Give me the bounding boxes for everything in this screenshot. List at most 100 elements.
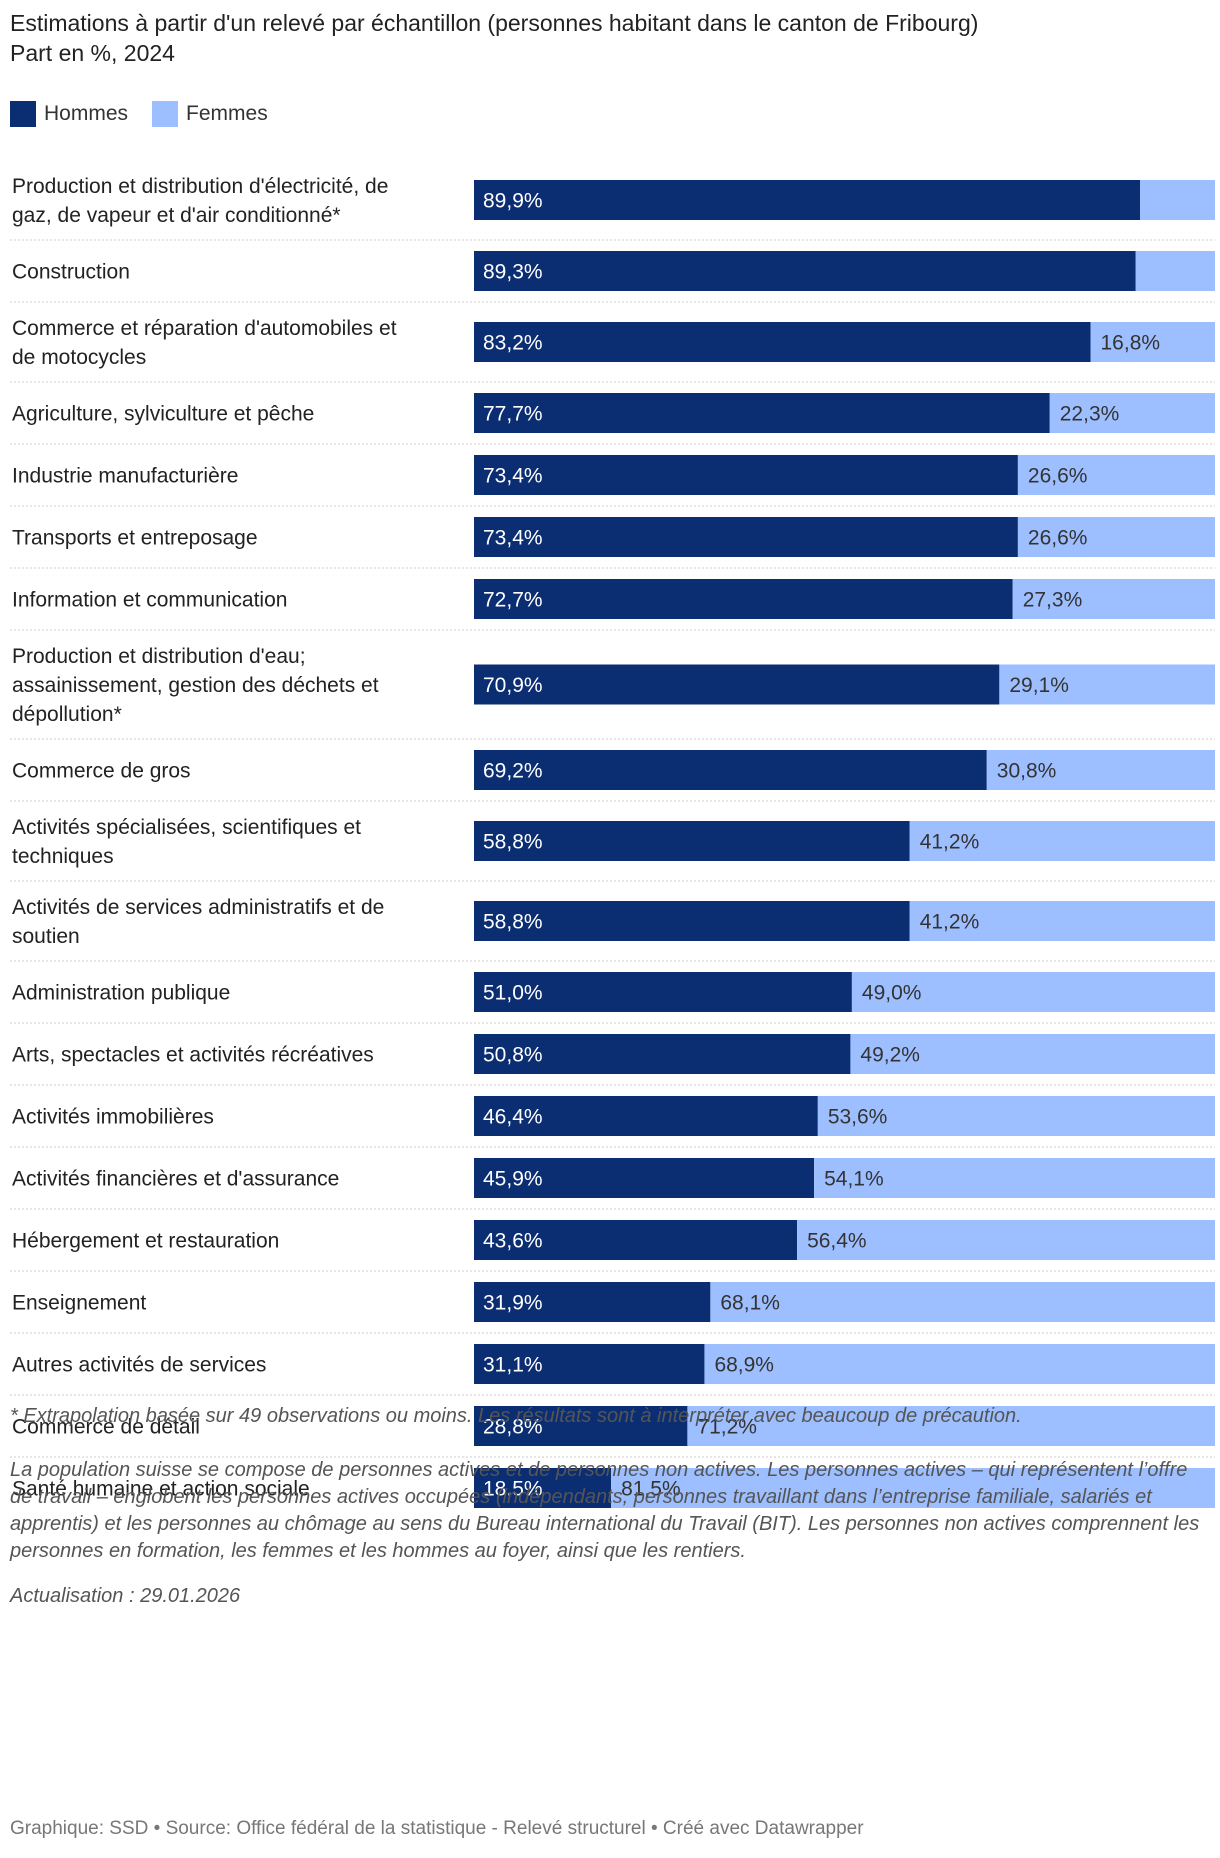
value-label-femmes: 53,6% <box>828 1106 888 1129</box>
value-label-hommes: 70,9% <box>483 674 543 697</box>
value-label-femmes: 54,1% <box>824 1168 884 1191</box>
value-label-femmes: 49,2% <box>860 1044 920 1067</box>
title-line-2: Part en %, 2024 <box>10 40 175 66</box>
bar-hommes <box>474 455 1018 495</box>
bar-hommes <box>474 180 1141 220</box>
stacked-bar-chart: Production et distribution d'électricité… <box>10 175 1215 1508</box>
category-label-line: soutien <box>12 925 80 948</box>
bar-femmes <box>1017 455 1215 495</box>
category-label: Production et distribution d'eau; assaini… <box>12 645 379 726</box>
bar-hommes <box>474 1468 612 1508</box>
value-label-hommes: 77,7% <box>483 403 543 426</box>
category-label-line: Construction <box>12 260 130 283</box>
category-label-line: Commerce de détail <box>12 1415 200 1438</box>
bar-hommes <box>474 393 1050 433</box>
value-label-femmes: 71,2% <box>697 1416 757 1439</box>
bar-hommes <box>474 750 987 790</box>
category-label-line: techniques <box>12 845 114 868</box>
bar-femmes <box>850 1034 1215 1074</box>
category-label: Construction <box>12 260 130 283</box>
bar-femmes <box>797 1220 1215 1260</box>
category-label: Hébergement et restauration <box>12 1229 279 1252</box>
value-label-hommes: 83,2% <box>483 332 543 355</box>
bar-hommes <box>474 251 1136 291</box>
bar-femmes <box>1012 579 1215 619</box>
value-label-femmes: 29,1% <box>1009 674 1069 697</box>
bar-femmes <box>1135 251 1215 291</box>
value-label-hommes: 46,4% <box>483 1106 543 1129</box>
update-date: Actualisation : 29.01.2026 <box>10 1585 241 1607</box>
category-label: Administration publique <box>12 981 230 1004</box>
category-label-line: dépollution* <box>12 703 122 726</box>
category-label: Agriculture, sylviculture et pêche <box>12 402 314 425</box>
value-label-femmes: 26,6% <box>1028 465 1088 488</box>
value-label-hommes: 69,2% <box>483 760 543 783</box>
category-label-line: Hébergement et restauration <box>12 1229 279 1252</box>
value-label-hommes: 31,9% <box>483 1292 543 1315</box>
category-label-line: Activités de services administratifs et … <box>12 896 384 919</box>
category-label-line: Activités financières et d'assurance <box>12 1167 339 1190</box>
bar-femmes <box>1017 517 1215 557</box>
note-population: La population suisse se compose de perso… <box>10 1459 1200 1562</box>
bar-femmes <box>1049 393 1215 433</box>
bar-hommes <box>474 1096 818 1136</box>
bar-hommes <box>474 972 852 1012</box>
bar-hommes <box>474 579 1013 619</box>
category-label-line: assainissement, gestion des déchets et <box>12 674 379 697</box>
category-label: Commerce et réparation d'automobiles et d… <box>12 317 397 369</box>
value-label-femmes: 41,2% <box>920 911 980 934</box>
category-label-line: Activités immobilières <box>12 1105 214 1128</box>
value-label-hommes: 72,7% <box>483 589 543 612</box>
category-label-line: Administration publique <box>12 981 230 1004</box>
category-label-line: Santé humaine et action sociale <box>12 1477 310 1500</box>
category-label-line: Production et distribution d'électricité… <box>12 175 388 198</box>
bar-hommes <box>474 1406 688 1446</box>
category-label: Information et communication <box>12 588 287 611</box>
bar-hommes <box>474 1158 815 1198</box>
title-line-1: Estimations à partir d'un relevé par éch… <box>10 10 979 36</box>
bar-femmes <box>851 972 1215 1012</box>
category-label: Transports et entreposage <box>12 526 258 549</box>
category-label: Production et distribution d'électricité… <box>12 175 388 227</box>
bar-hommes <box>474 901 910 941</box>
value-label-femmes: 81,5% <box>621 1478 681 1501</box>
legend: Hommes Femmes <box>10 101 292 127</box>
category-label-line: Production et distribution d'eau; <box>12 645 306 668</box>
value-label-hommes: 89,9% <box>483 190 543 213</box>
bar-femmes <box>1090 322 1215 362</box>
category-label: Autres activités de services <box>12 1353 266 1376</box>
footer-credits: Graphique: SSD • Source: Office fédéral … <box>10 1818 864 1839</box>
bar-femmes <box>1140 180 1215 220</box>
category-label-line: Agriculture, sylviculture et pêche <box>12 402 314 425</box>
bar-hommes <box>474 517 1018 557</box>
bar-femmes <box>909 821 1215 861</box>
bar-hommes <box>474 664 1000 705</box>
category-label: Commerce de gros <box>12 759 191 782</box>
bar-hommes <box>474 1220 798 1260</box>
category-label: Activités immobilières <box>12 1105 214 1128</box>
value-label-hommes: 58,8% <box>483 831 543 854</box>
bar-hommes <box>474 1344 705 1384</box>
bar-femmes <box>611 1468 1215 1508</box>
category-label-line: Activités spécialisées, scientifiques et <box>12 816 361 839</box>
value-label-femmes: 16,8% <box>1101 332 1161 355</box>
value-label-femmes: 68,1% <box>720 1292 780 1315</box>
legend-swatch-femmes <box>152 101 179 127</box>
chart-title: Estimations à partir d'un relevé par éch… <box>10 8 978 68</box>
category-label: Activités financières et d'assurance <box>12 1167 339 1190</box>
value-label-hommes: 31,1% <box>483 1354 543 1377</box>
category-label-line: Enseignement <box>12 1291 146 1314</box>
category-label-line: Autres activités de services <box>12 1353 266 1376</box>
bar-hommes <box>474 1034 851 1074</box>
value-label-femmes: 27,3% <box>1023 589 1083 612</box>
category-label-line: Transports et entreposage <box>12 526 258 549</box>
value-label-hommes: 45,9% <box>483 1168 543 1191</box>
category-label: Commerce de détail <box>12 1415 200 1438</box>
bar-femmes <box>704 1344 1215 1384</box>
category-label: Enseignement <box>12 1291 146 1314</box>
value-label-hommes: 43,6% <box>483 1230 543 1253</box>
value-label-hommes: 50,8% <box>483 1044 543 1067</box>
category-label: Industrie manufacturière <box>12 464 238 487</box>
category-label: Activités spécialisées, scientifiques et… <box>12 816 361 868</box>
value-label-femmes: 56,4% <box>807 1230 867 1253</box>
